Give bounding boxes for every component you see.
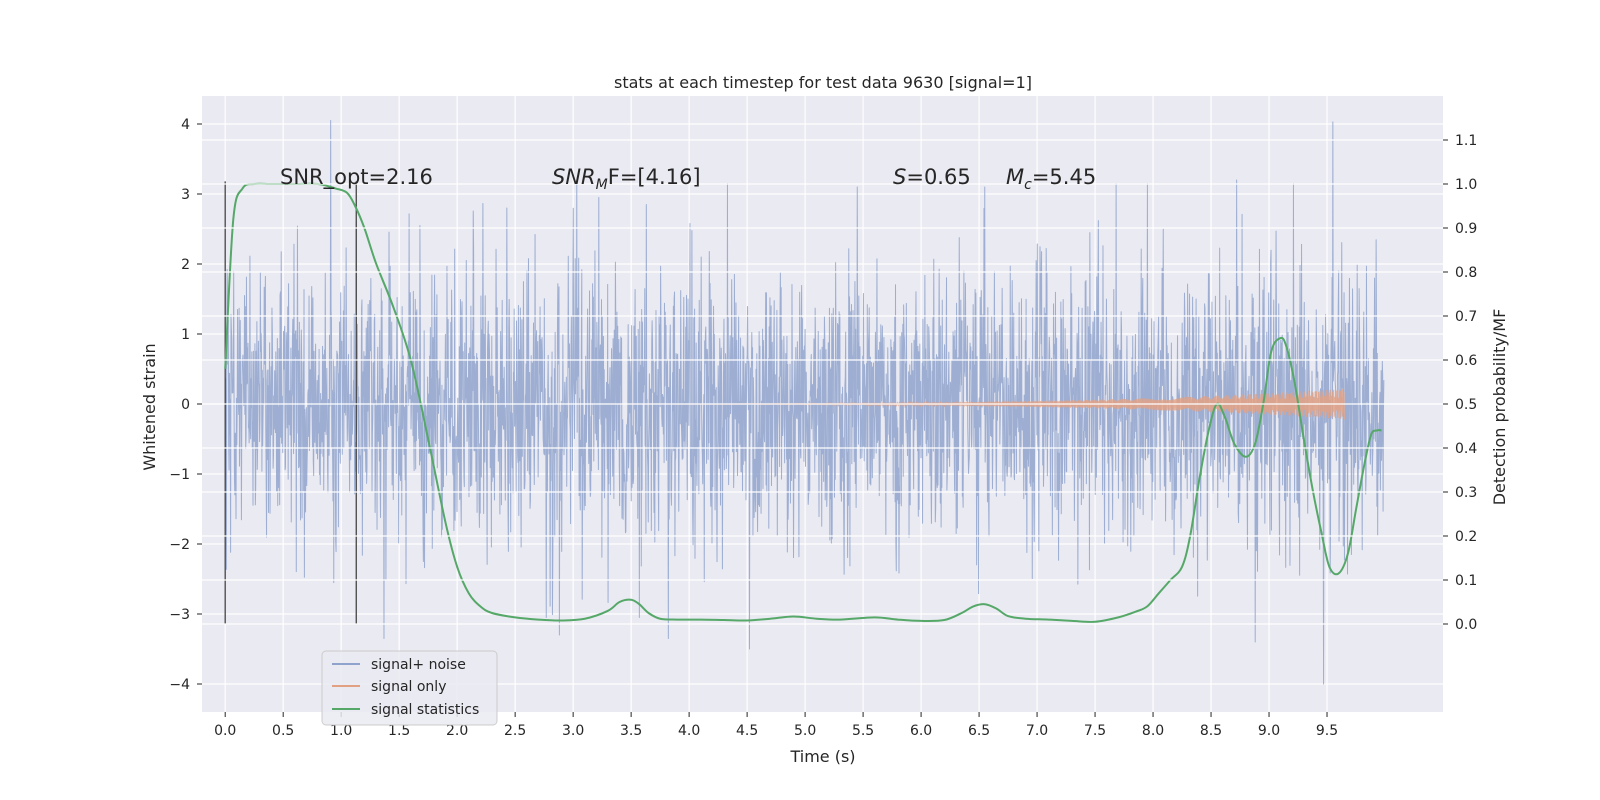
y-tick-label: 0 xyxy=(181,397,190,413)
legend: signal+ noise signal only signal statist… xyxy=(321,650,498,726)
y2-tick-label: 0.5 xyxy=(1455,397,1477,413)
y2-tick-label: 0.1 xyxy=(1455,573,1477,589)
x-tick-label: 4.0 xyxy=(678,723,700,739)
y-tick-label: −2 xyxy=(169,537,190,553)
y-axis-title: Whitened strain xyxy=(140,343,159,470)
x-axis-ticks: 0.0 0.5 1.0 1.5 2.0 2.5 3.0 3.5 4.0 4.5 5.0 5.5 6.0 6… xyxy=(214,712,1338,739)
x-tick-label: 0.5 xyxy=(272,723,294,739)
y2-tick-label: 1.1 xyxy=(1455,133,1477,149)
snr-mf-annotation: SNRMF=[4.16] xyxy=(552,165,701,193)
legend-label-statistics: signal statistics xyxy=(371,702,479,718)
y2-tick-label: 1.0 xyxy=(1455,177,1477,193)
y-tick-label: −4 xyxy=(169,677,190,693)
snr-opt-annotation: SNR_opt=2.16 xyxy=(280,165,433,190)
x-tick-label: 3.0 xyxy=(562,723,584,739)
y2-tick-label: 0.0 xyxy=(1455,617,1477,633)
x-tick-label: 4.5 xyxy=(736,723,758,739)
x-tick-label: 7.0 xyxy=(1026,723,1048,739)
s-annotation: S=0.65 xyxy=(893,165,971,189)
legend-box xyxy=(321,650,498,726)
x-tick-label: 2.5 xyxy=(504,723,526,739)
x-tick-label: 1.5 xyxy=(388,723,410,739)
y2-tick-label: 0.2 xyxy=(1455,529,1477,545)
y2-tick-label: 0.9 xyxy=(1455,221,1477,237)
y-axis-ticks: 4 3 2 1 0 −1 −2 −3 −4 xyxy=(169,117,202,693)
x-tick-label: 8.0 xyxy=(1142,723,1164,739)
y2-tick-label: 0.6 xyxy=(1455,353,1477,369)
x-tick-label: 3.5 xyxy=(620,723,642,739)
y2-tick-label: 0.4 xyxy=(1455,441,1477,457)
y2-axis-ticks: 1.1 1.0 0.9 0.8 0.7 0.6 0.5 0.4 0.3 0.2 0.1 0.0 xyxy=(1443,133,1477,633)
y-tick-label: 2 xyxy=(181,257,190,273)
snr-mf-value: F=[4.16] xyxy=(608,165,701,189)
s-symbol: S xyxy=(893,165,906,189)
x-tick-label: 9.5 xyxy=(1316,723,1338,739)
y-tick-label: −1 xyxy=(169,467,190,483)
vertical-markers xyxy=(224,181,357,625)
chart-title: stats at each timestep for test data 963… xyxy=(614,73,1032,92)
x-tick-label: 1.0 xyxy=(330,723,352,739)
mc-annotation: Mc=5.45 xyxy=(1006,165,1096,193)
y-tick-label: 4 xyxy=(181,117,190,133)
snr-mf-subscript: M xyxy=(596,177,608,193)
y2-tick-label: 0.7 xyxy=(1455,309,1477,325)
y-tick-label: −3 xyxy=(169,607,190,623)
x-tick-label: 6.0 xyxy=(910,723,932,739)
x-tick-label: 6.5 xyxy=(968,723,990,739)
x-axis-title: Time (s) xyxy=(789,747,855,766)
x-tick-label: 9.0 xyxy=(1258,723,1280,739)
secondary-gridlines xyxy=(202,139,1443,625)
x-tick-label: 5.5 xyxy=(852,723,874,739)
x-tick-label: 5.0 xyxy=(794,723,816,739)
signal-plus-noise-line xyxy=(224,120,1385,685)
mc-value: =5.45 xyxy=(1032,165,1096,189)
snr-mf-symbol: SNR xyxy=(552,165,596,189)
mc-symbol: M xyxy=(1006,165,1024,189)
mc-subscript: c xyxy=(1024,177,1032,193)
legend-label-signal: signal only xyxy=(371,679,446,695)
x-tick-label: 7.5 xyxy=(1084,723,1106,739)
y2-axis-title: Detection probability/MF xyxy=(1490,309,1509,506)
x-tick-label: 0.0 xyxy=(214,723,236,739)
y2-tick-label: 0.3 xyxy=(1455,485,1477,501)
y-tick-label: 1 xyxy=(181,327,190,343)
signal-plus-noise-series xyxy=(224,120,1385,685)
s-value: =0.65 xyxy=(906,165,970,189)
legend-label-noise: signal+ noise xyxy=(371,657,466,673)
x-tick-label: 8.5 xyxy=(1200,723,1222,739)
y2-tick-label: 0.8 xyxy=(1455,265,1477,281)
y-tick-label: 3 xyxy=(181,187,190,203)
x-tick-label: 2.0 xyxy=(446,723,468,739)
